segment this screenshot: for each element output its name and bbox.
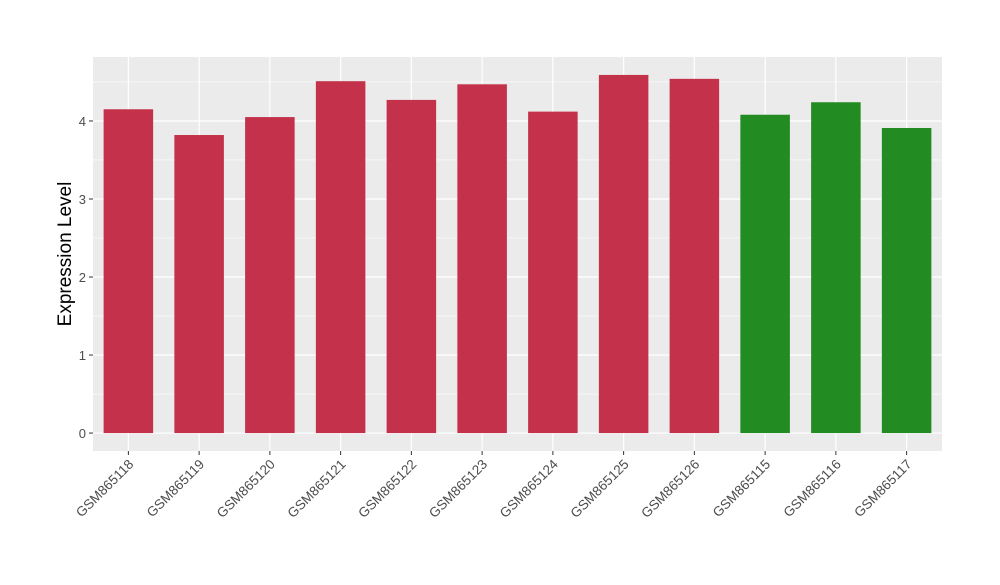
bar-GSM865120 — [245, 117, 295, 434]
bar-GSM865119 — [174, 135, 224, 434]
y-tick-label: 3 — [79, 192, 86, 207]
bar-GSM865123 — [457, 84, 507, 434]
x-tick-label: GSM865125 — [568, 457, 632, 521]
bar-GSM865118 — [103, 109, 154, 434]
bar-GSM865126 — [669, 78, 720, 434]
bar-GSM865121 — [315, 81, 366, 434]
x-tick-label: GSM865120 — [214, 457, 278, 521]
bar-GSM865116 — [811, 102, 861, 434]
plot-panel — [93, 57, 942, 451]
x-tick-label: GSM865121 — [285, 457, 349, 521]
bar-GSM865115 — [740, 114, 790, 434]
x-tick-label: GSM865122 — [355, 457, 419, 521]
y-axis-label: Expression Level — [55, 182, 76, 327]
x-tick-label: GSM865124 — [497, 456, 562, 521]
bar-GSM865125 — [598, 74, 649, 434]
x-tick-label: GSM865115 — [710, 457, 774, 521]
x-tick-label: GSM865117 — [851, 457, 915, 521]
bar-GSM865117 — [881, 127, 932, 434]
y-tick-label: 0 — [79, 426, 86, 441]
x-tick-label: GSM865118 — [73, 457, 137, 521]
y-tick-label: 2 — [79, 270, 86, 285]
x-tick-label: GSM865116 — [780, 457, 844, 521]
x-tick-label: GSM865119 — [144, 457, 208, 521]
bar-GSM865124 — [528, 111, 578, 434]
y-tick-label: 1 — [79, 348, 86, 363]
bar-GSM865122 — [386, 99, 437, 434]
y-tick-label: 4 — [79, 114, 86, 129]
x-tick-label: GSM865126 — [638, 457, 702, 521]
x-tick-label: GSM865123 — [426, 457, 490, 521]
